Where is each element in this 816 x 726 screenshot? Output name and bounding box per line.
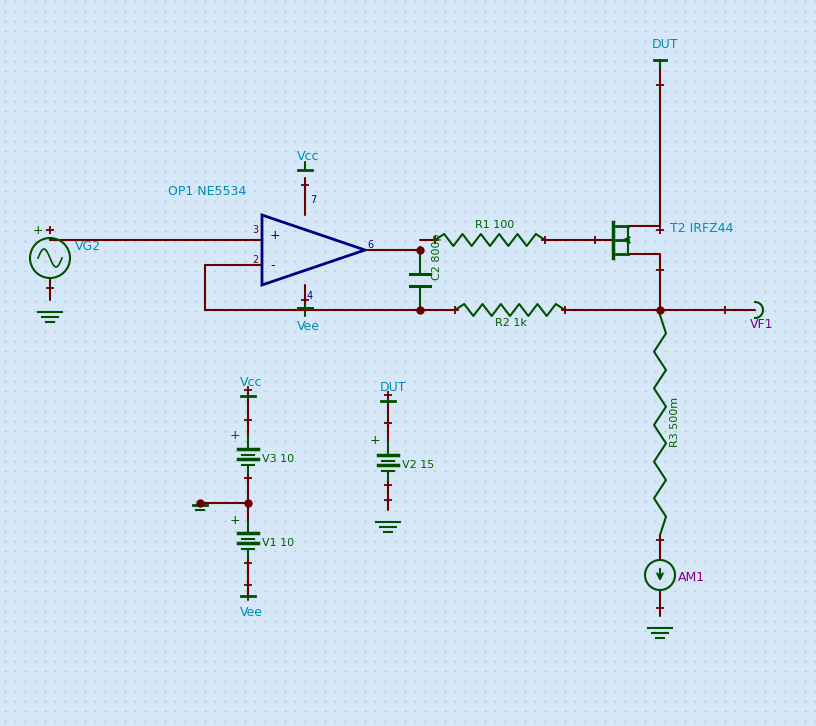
Text: Vee: Vee: [297, 320, 320, 333]
Text: 7: 7: [311, 195, 317, 205]
Text: DUT: DUT: [380, 381, 406, 394]
Text: VF1: VF1: [750, 318, 774, 331]
Text: +: +: [370, 434, 380, 447]
Text: R3 500m: R3 500m: [670, 397, 680, 447]
Text: Vcc: Vcc: [240, 376, 263, 389]
Text: Vcc: Vcc: [297, 150, 320, 163]
Text: +: +: [270, 229, 281, 242]
Text: DUT: DUT: [652, 38, 678, 51]
Text: -: -: [270, 259, 274, 272]
Text: 3: 3: [252, 224, 258, 234]
Text: 2: 2: [252, 256, 258, 266]
Text: 6: 6: [367, 240, 373, 250]
Text: V1 10: V1 10: [262, 538, 294, 548]
Text: V3 10: V3 10: [262, 454, 294, 463]
Text: VG2: VG2: [75, 240, 101, 253]
Text: T2 IRFZ44: T2 IRFZ44: [670, 222, 734, 235]
Text: +: +: [33, 224, 43, 237]
Text: R2 1k: R2 1k: [495, 318, 527, 328]
Text: +: +: [230, 429, 241, 442]
Text: Vee: Vee: [240, 606, 263, 619]
Text: V2 15: V2 15: [402, 460, 434, 470]
Text: OP1 NE5534: OP1 NE5534: [168, 185, 246, 198]
Text: AM1: AM1: [678, 571, 705, 584]
Text: C2 800p: C2 800p: [432, 234, 442, 280]
Text: +: +: [230, 514, 241, 527]
Text: R1 100: R1 100: [475, 220, 514, 230]
Text: 4: 4: [307, 291, 313, 301]
